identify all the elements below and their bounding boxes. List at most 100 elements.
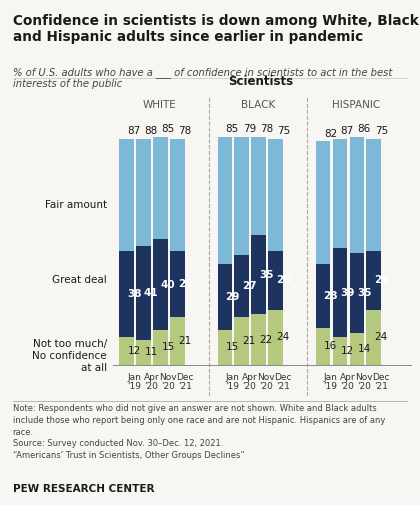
Text: 26: 26 xyxy=(276,275,291,285)
Bar xyxy=(268,139,283,251)
Text: Not too much/
No confidence
at all: Not too much/ No confidence at all xyxy=(32,339,107,373)
Text: 29: 29 xyxy=(225,292,239,302)
Bar xyxy=(367,251,381,310)
Bar xyxy=(171,251,185,317)
Text: 38: 38 xyxy=(127,289,142,299)
Text: 15: 15 xyxy=(226,342,239,352)
Text: 75: 75 xyxy=(277,126,290,136)
Text: '21: '21 xyxy=(178,382,192,391)
Bar xyxy=(367,310,381,365)
Text: 26: 26 xyxy=(374,275,389,285)
Text: Dec: Dec xyxy=(176,373,194,381)
Text: 82: 82 xyxy=(324,129,337,139)
Bar xyxy=(349,333,364,365)
Text: 15: 15 xyxy=(162,342,175,352)
Text: Apr: Apr xyxy=(339,373,355,381)
Bar xyxy=(234,317,249,365)
Text: 87: 87 xyxy=(128,126,141,136)
Bar xyxy=(119,139,134,251)
Text: 39: 39 xyxy=(340,288,354,298)
Text: '20: '20 xyxy=(259,382,273,391)
Text: 21: 21 xyxy=(178,336,192,345)
Text: 29: 29 xyxy=(178,279,192,289)
Bar xyxy=(268,251,283,310)
Text: '19: '19 xyxy=(323,382,337,391)
Text: Dec: Dec xyxy=(275,373,292,381)
Text: Jan: Jan xyxy=(323,373,337,381)
Text: 88: 88 xyxy=(144,126,158,136)
Bar xyxy=(153,239,168,330)
Bar xyxy=(218,330,232,365)
Text: 35: 35 xyxy=(259,270,273,280)
Text: 85: 85 xyxy=(162,124,175,134)
Text: 16: 16 xyxy=(324,341,337,351)
Bar xyxy=(315,265,331,328)
Bar xyxy=(119,251,134,337)
Text: 40: 40 xyxy=(161,280,176,290)
Text: 86: 86 xyxy=(358,124,371,134)
Text: BLACK: BLACK xyxy=(241,99,275,110)
Bar xyxy=(349,137,364,253)
Text: Confidence in scientists is down among White, Black
and Hispanic adults since ea: Confidence in scientists is down among W… xyxy=(13,14,418,44)
Text: 11: 11 xyxy=(144,347,158,357)
Text: Great deal: Great deal xyxy=(52,275,107,285)
Text: 14: 14 xyxy=(358,343,371,354)
Text: Apr: Apr xyxy=(241,373,257,381)
Bar xyxy=(333,248,347,337)
Text: Nov: Nov xyxy=(355,373,373,381)
Text: 12: 12 xyxy=(128,346,141,356)
Bar xyxy=(153,330,168,365)
Bar xyxy=(268,310,283,365)
Bar xyxy=(171,317,185,365)
Text: '20: '20 xyxy=(161,382,175,391)
Text: Note: Respondents who did not give an answer are not shown. White and Black adul: Note: Respondents who did not give an an… xyxy=(13,404,385,460)
Text: 24: 24 xyxy=(277,332,290,342)
Text: 12: 12 xyxy=(341,346,354,356)
Text: '20: '20 xyxy=(357,382,371,391)
Text: Dec: Dec xyxy=(373,373,390,381)
Text: '21: '21 xyxy=(374,382,388,391)
Text: Nov: Nov xyxy=(257,373,275,381)
Text: 21: 21 xyxy=(243,336,256,345)
Bar xyxy=(252,137,266,235)
Text: Jan: Jan xyxy=(226,373,239,381)
Bar xyxy=(252,315,266,365)
Bar xyxy=(315,141,331,265)
Text: '21: '21 xyxy=(276,382,290,391)
Text: '19: '19 xyxy=(225,382,239,391)
Bar xyxy=(252,235,266,315)
Text: Fair amount: Fair amount xyxy=(45,199,107,210)
Text: Jan: Jan xyxy=(127,373,141,381)
Text: 22: 22 xyxy=(260,334,273,344)
Text: Scientists: Scientists xyxy=(228,75,293,88)
Text: Nov: Nov xyxy=(160,373,177,381)
Text: '20: '20 xyxy=(144,382,158,391)
Bar xyxy=(119,337,134,365)
Bar xyxy=(136,139,151,246)
Text: 75: 75 xyxy=(375,126,388,136)
Bar xyxy=(136,339,151,365)
Text: % of U.S. adults who have a ___ of confidence in scientists to act in the best
i: % of U.S. adults who have a ___ of confi… xyxy=(13,67,392,89)
Bar xyxy=(136,246,151,339)
Text: 87: 87 xyxy=(341,126,354,136)
Bar xyxy=(171,139,185,251)
Bar xyxy=(218,265,232,330)
Text: HISPANIC: HISPANIC xyxy=(332,99,380,110)
Text: WHITE: WHITE xyxy=(143,99,176,110)
Bar xyxy=(349,253,364,333)
Text: 78: 78 xyxy=(260,124,273,134)
Text: 27: 27 xyxy=(242,281,257,291)
Text: '20: '20 xyxy=(341,382,354,391)
Bar xyxy=(234,137,249,256)
Bar xyxy=(234,256,249,317)
Bar xyxy=(153,137,168,239)
Text: 78: 78 xyxy=(178,126,192,136)
Text: '20: '20 xyxy=(242,382,256,391)
Text: 41: 41 xyxy=(144,288,159,298)
Text: Apr: Apr xyxy=(144,373,159,381)
Bar xyxy=(218,137,232,265)
Text: 85: 85 xyxy=(226,124,239,134)
Text: 24: 24 xyxy=(375,332,388,342)
Text: 35: 35 xyxy=(357,288,372,298)
Text: 28: 28 xyxy=(323,291,338,301)
